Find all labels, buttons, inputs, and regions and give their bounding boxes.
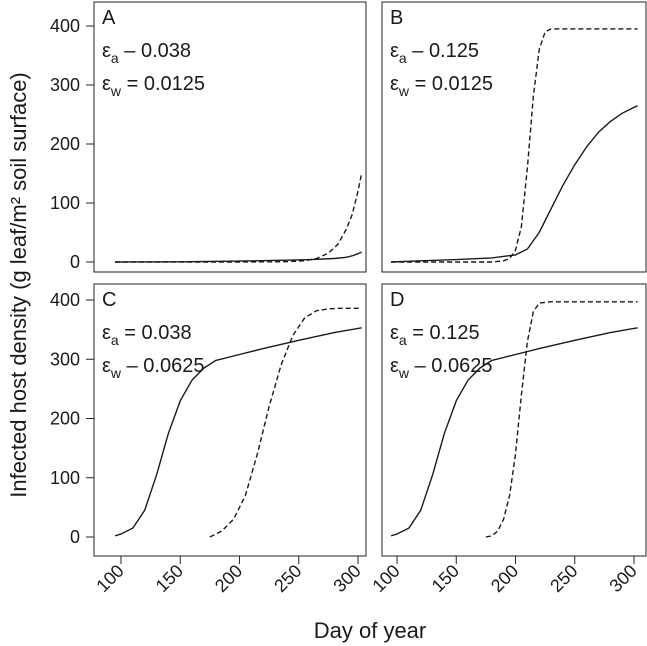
series-line-solid — [115, 251, 362, 263]
panel-label: C — [102, 289, 116, 311]
y-tick-label: 400 — [50, 290, 80, 310]
panel-label: D — [390, 289, 404, 311]
y-tick-label: 100 — [50, 468, 80, 488]
x-axis-label: Day of year — [314, 618, 427, 643]
x-tick-label: 100 — [368, 561, 403, 596]
panel-a: 0 100 200 300 400 Aεa – 0.038 εw = 0.0125 — [50, 1, 367, 273]
x-tick-label: 300 — [605, 561, 640, 596]
x-tick-label: 200 — [211, 561, 246, 596]
y-tick-label: 0 — [70, 252, 80, 272]
series-line-dashed — [485, 301, 638, 538]
panel-frame — [381, 1, 647, 273]
y-tick-label: 100 — [50, 193, 80, 213]
series-line-dashed — [391, 28, 638, 263]
series-line-solid — [391, 105, 638, 263]
y-tick-label: 200 — [50, 134, 80, 154]
parameter-annotation: εa – 0.038 — [102, 40, 191, 66]
parameter-annotation: εa = 0.038 — [102, 322, 192, 348]
y-tick-label: 200 — [50, 409, 80, 429]
parameter-annotation: εa = 0.125 — [390, 322, 480, 348]
x-tick-label: 150 — [152, 561, 187, 596]
y-tick-label: 0 — [70, 527, 80, 547]
panel-d: 100 150 200 250 300 Dεa = 0.125 εw – 0.0625 — [368, 283, 647, 596]
panel-label: B — [390, 7, 403, 29]
series-line-solid — [390, 327, 638, 537]
y-tick-label: 300 — [50, 75, 80, 95]
panel-c: 0 100 200 300 400 100 150 200 250 300 Cεa = 0.038 ε… — [50, 283, 367, 596]
x-tick-label: 100 — [92, 561, 127, 596]
series-line-solid — [114, 327, 362, 537]
series-line-dashed — [209, 307, 362, 538]
parameter-annotation: εw = 0.0125 — [102, 73, 205, 99]
y-axis-label: Infected host density (g leaf/m² soil su… — [6, 72, 31, 498]
panel-frame — [93, 1, 367, 273]
parameter-annotation: εw – 0.0625 — [390, 355, 492, 381]
x-tick-label: 150 — [428, 561, 463, 596]
x-tick-label: 200 — [487, 561, 522, 596]
y-tick-label: 400 — [50, 16, 80, 36]
panel-frame — [93, 283, 367, 557]
y-tick-label: 300 — [50, 349, 80, 369]
panel-frame — [381, 283, 647, 557]
x-tick-label: 250 — [270, 561, 305, 596]
x-tick-label: 300 — [329, 561, 364, 596]
panel-b: Bεa – 0.125 εw = 0.0125 — [381, 1, 647, 273]
parameter-annotation: εa – 0.125 — [390, 40, 479, 66]
parameter-annotation: εw – 0.0625 — [102, 355, 204, 381]
parameter-annotation: εw = 0.0125 — [390, 73, 493, 99]
x-tick-label: 250 — [546, 561, 581, 596]
panel-label: A — [102, 7, 116, 29]
series-line-dashed — [115, 173, 363, 263]
